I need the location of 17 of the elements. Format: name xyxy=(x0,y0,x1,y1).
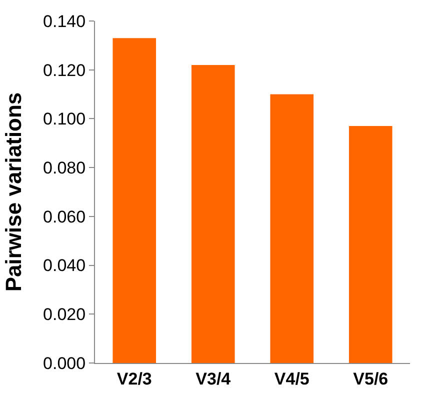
x-tick-label: V4/5 xyxy=(274,369,310,388)
y-tick-label: 0.100 xyxy=(43,110,86,129)
y-tick-label: 0.000 xyxy=(43,354,86,373)
y-tick-label: 0.120 xyxy=(43,60,86,80)
x-tick-label: V3/4 xyxy=(196,369,232,388)
bar xyxy=(112,38,156,363)
y-tick-label: 0.140 xyxy=(43,12,86,31)
bar xyxy=(191,64,235,363)
y-tick-label: 0.060 xyxy=(43,207,86,226)
x-tick-label: V5/6 xyxy=(353,369,388,388)
y-tick-label: 0.020 xyxy=(43,305,86,324)
y-tick-label: 0.080 xyxy=(43,158,86,178)
bar xyxy=(270,94,314,363)
y-axis-title: Pairwise variations xyxy=(0,92,26,292)
bar xyxy=(348,126,392,363)
y-tick-label: 0.040 xyxy=(43,256,86,276)
x-tick-label: V2/3 xyxy=(116,369,152,388)
